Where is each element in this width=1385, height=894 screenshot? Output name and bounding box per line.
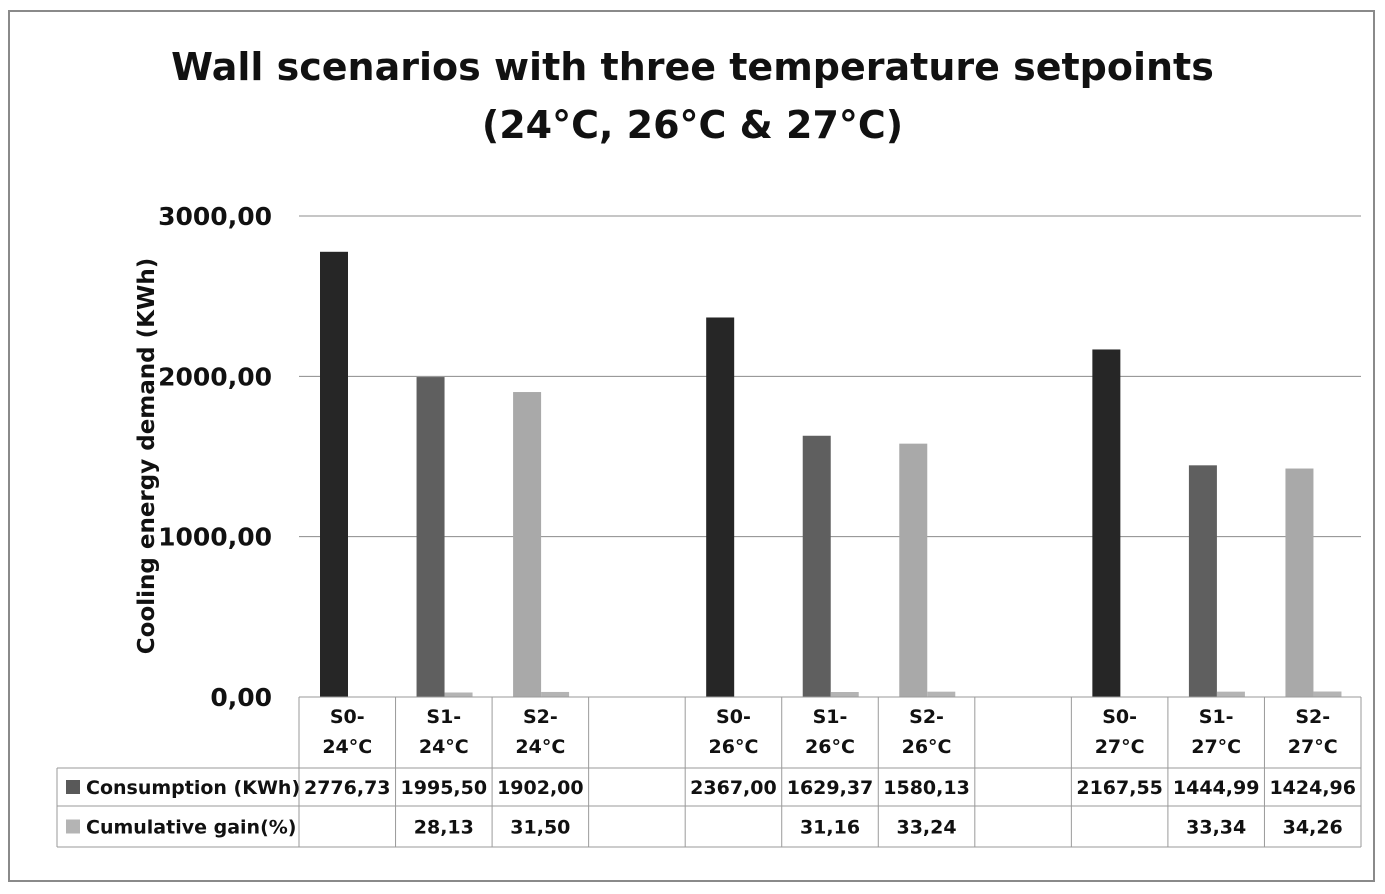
data-label-cumulative-gain: 34,26	[1283, 817, 1343, 839]
legend-label-consumption: Consumption (KWh)	[86, 777, 300, 799]
bar-cumulative-gain	[1313, 691, 1342, 697]
bar-consumption	[802, 435, 831, 697]
chart-title-line-1: Wall scenarios with three temperature se…	[171, 45, 1214, 89]
data-label-consumption: 1629,37	[787, 777, 874, 799]
chart-title: Wall scenarios with three temperature se…	[0, 38, 1385, 154]
x-tick-label: 26°C	[902, 736, 952, 758]
data-label-cumulative-gain: 33,34	[1186, 817, 1246, 839]
legend-swatch-cumulative-gain	[66, 819, 80, 834]
data-table: S0- 24°C S1- 24°C S2- 24°C S0- 26°C S1- 26°C S2- 26…	[56, 696, 1362, 848]
x-tick-label: 27°C	[1191, 736, 1241, 758]
data-label-consumption: 1902,00	[497, 777, 584, 799]
y-tick-label: 2000,00	[158, 362, 272, 391]
chart-title-line-2: (24°C, 26°C & 27°C)	[481, 103, 904, 147]
bar-consumption	[1285, 468, 1314, 697]
bar-consumption	[416, 377, 445, 697]
bar-consumption	[706, 317, 735, 697]
bars	[320, 251, 1342, 698]
bar-consumption	[1188, 465, 1217, 697]
x-tick-label: 26°C	[709, 736, 759, 758]
x-tick-label: S1-	[813, 706, 848, 728]
y-axis: 0,00 1000,00 2000,00 3000,00	[158, 202, 272, 712]
x-tick-label: S2-	[909, 706, 944, 728]
x-tick-label: 27°C	[1095, 736, 1145, 758]
data-label-consumption: 1995,50	[401, 777, 488, 799]
y-tick-label: 0,00	[210, 683, 272, 712]
y-tick-label: 1000,00	[158, 523, 272, 552]
x-tick-label: 24°C	[419, 736, 469, 758]
x-tick-label: 26°C	[805, 736, 855, 758]
x-tick-label: S0-	[1102, 706, 1137, 728]
data-label-cumulative-gain: 31,16	[800, 817, 860, 839]
data-label-consumption: 2367,00	[690, 777, 777, 799]
data-label-consumption: 2776,73	[304, 777, 391, 799]
data-label-consumption: 2167,55	[1076, 777, 1163, 799]
data-label-consumption: 1424,96	[1269, 777, 1356, 799]
x-tick-label: 24°C	[515, 736, 565, 758]
bar-consumption	[899, 443, 928, 697]
bar-cumulative-gain	[1216, 691, 1245, 697]
x-tick-label: S1-	[426, 706, 461, 728]
x-tick-label: S0-	[716, 706, 751, 728]
data-label-cumulative-gain: 33,24	[896, 817, 956, 839]
x-tick-label: S0-	[330, 706, 365, 728]
x-tick-label: 27°C	[1288, 736, 1338, 758]
y-axis-label: Cooling energy demand (KWh)	[134, 258, 160, 654]
x-tick-label: 24°C	[322, 736, 372, 758]
data-label-consumption: 1580,13	[883, 777, 970, 799]
x-tick-label: S2-	[1295, 706, 1330, 728]
bar-consumption	[1092, 349, 1121, 697]
data-label-cumulative-gain: 28,13	[414, 817, 474, 839]
legend-swatch-consumption	[66, 780, 80, 794]
chart-frame	[8, 10, 1375, 882]
bar-cumulative-gain	[927, 691, 956, 697]
data-label-consumption: 1444,99	[1173, 777, 1260, 799]
bar-cumulative-gain	[830, 692, 859, 697]
bar-consumption	[320, 251, 348, 698]
y-tick-label: 3000,00	[158, 202, 272, 231]
data-label-cumulative-gain: 31,50	[510, 817, 570, 839]
bar-cumulative-gain	[444, 692, 473, 697]
bar-cumulative-gain	[541, 691, 570, 697]
x-tick-label: S2-	[523, 706, 558, 728]
x-tick-label: S1-	[1199, 706, 1234, 728]
legend-label-cumulative-gain: Cumulative gain(%)	[86, 817, 296, 839]
bar-consumption	[513, 392, 542, 697]
